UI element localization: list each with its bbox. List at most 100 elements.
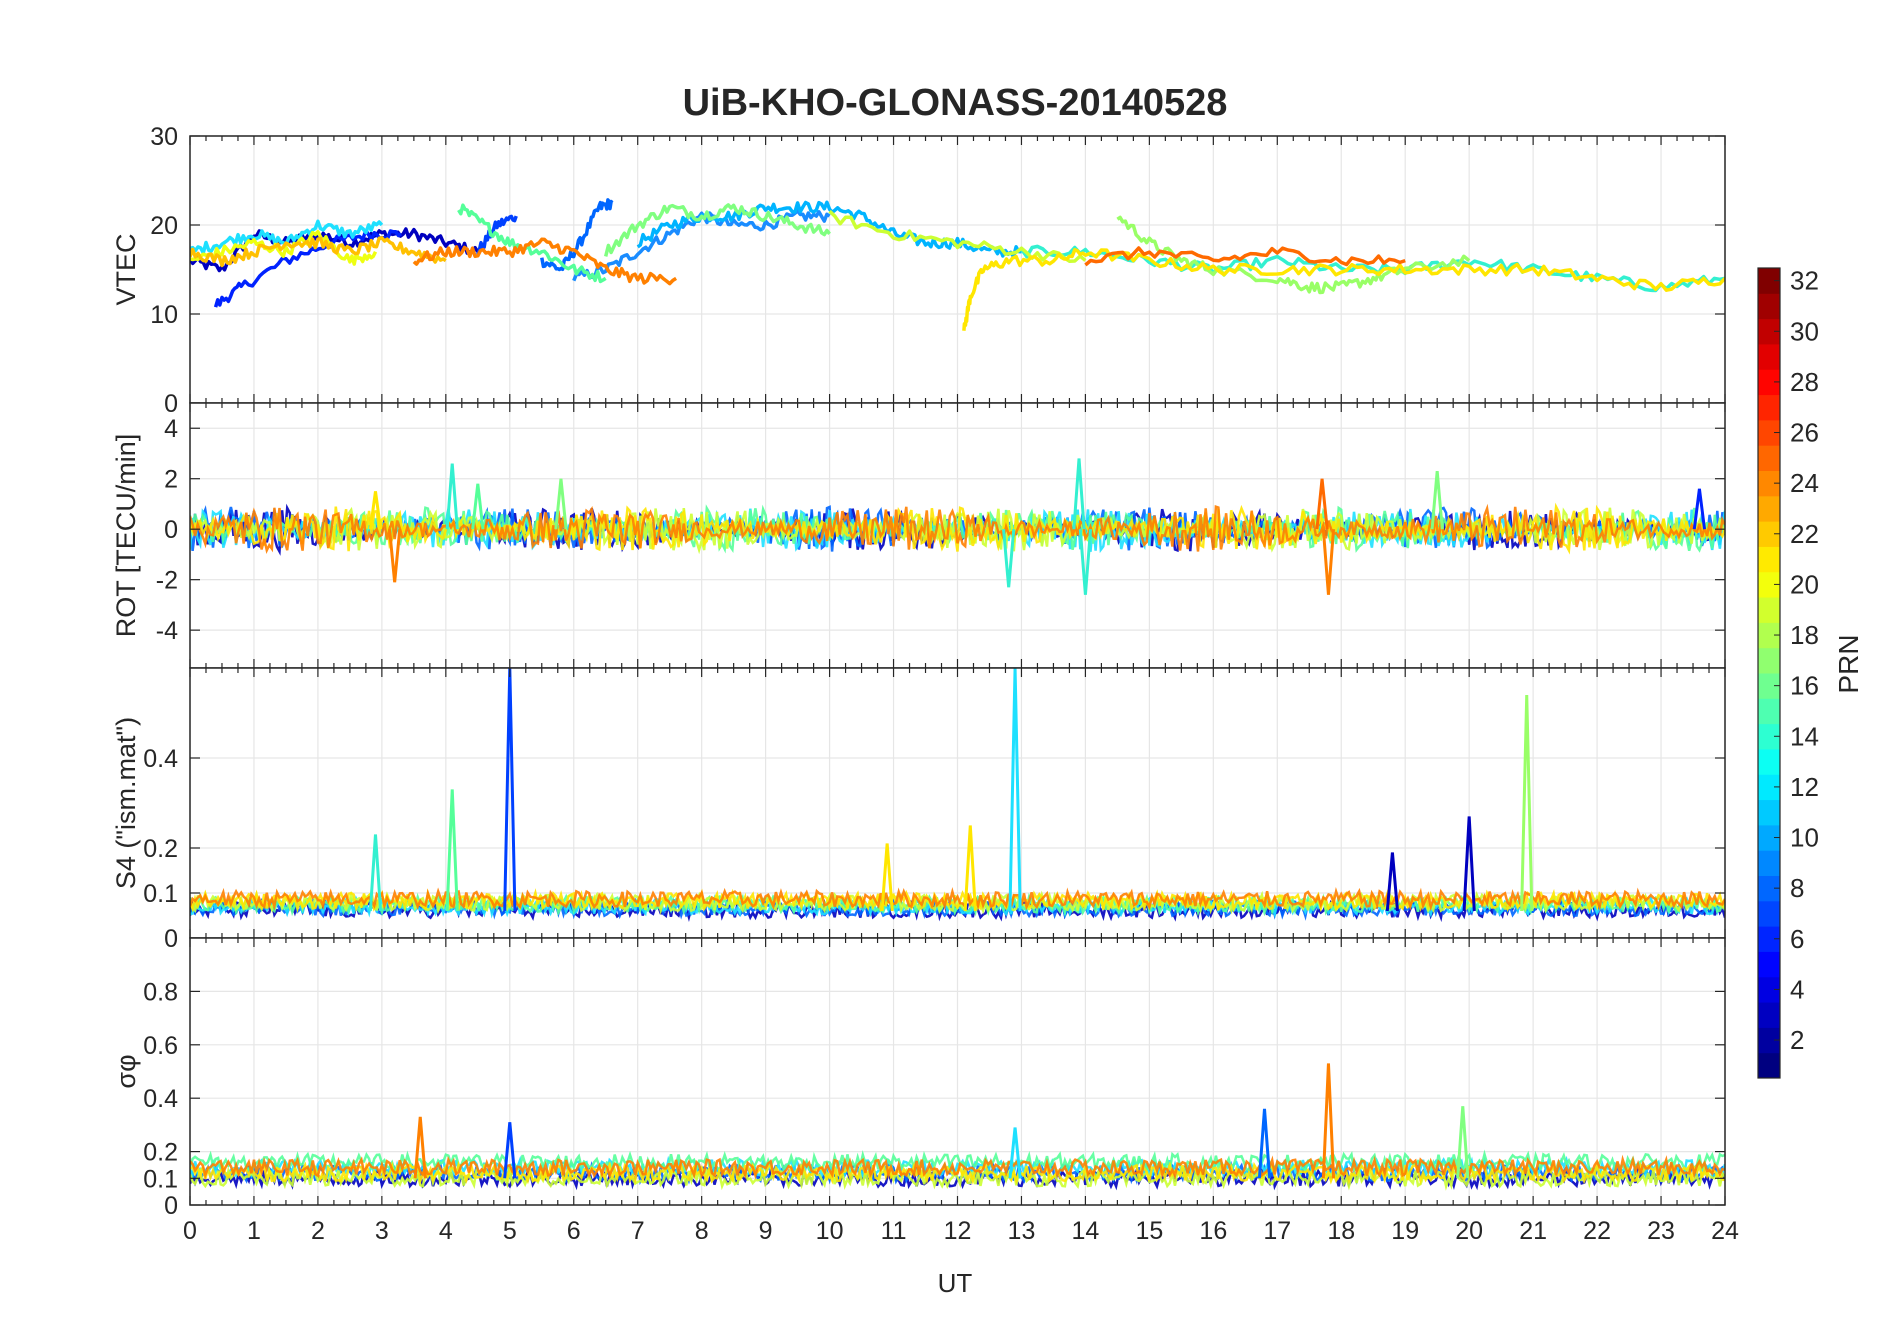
spike-mark bbox=[388, 529, 402, 583]
x-tick-label: 10 bbox=[816, 1217, 844, 1245]
colorbar-bin bbox=[1758, 875, 1780, 902]
y-axis-label: S4 ("ism.mat") bbox=[111, 717, 141, 889]
colorbar-bin bbox=[1758, 926, 1780, 952]
y-tick-label: 0.4 bbox=[143, 745, 178, 773]
x-axis-label: UT bbox=[938, 1268, 973, 1298]
panel-0: 0 10 20 30 VTEC bbox=[111, 123, 1726, 418]
y-tick-label: 20 bbox=[150, 212, 178, 240]
x-tick-label: 24 bbox=[1711, 1217, 1739, 1245]
spike-mark bbox=[1520, 694, 1534, 912]
colorbar-bin bbox=[1758, 900, 1780, 927]
colorbar-tick-label: 10 bbox=[1790, 823, 1819, 853]
spike-mark bbox=[1321, 1063, 1336, 1179]
series-line-prn-19 bbox=[828, 209, 1087, 263]
y-tick-label: 4 bbox=[164, 415, 178, 443]
y-tick-label: 0.4 bbox=[143, 1085, 178, 1113]
x-tick-label: 11 bbox=[881, 1217, 907, 1245]
plot-area bbox=[190, 198, 1725, 331]
plot-area bbox=[190, 1063, 1725, 1191]
colorbar-bin bbox=[1758, 419, 1780, 446]
noise-trace bbox=[190, 506, 1725, 555]
figure-title: UiB-KHO-GLONASS-20140528 bbox=[683, 82, 1228, 124]
colorbar-bin bbox=[1758, 748, 1780, 775]
colorbar-tick-label: 18 bbox=[1790, 620, 1819, 650]
colorbar-tick-label: 28 bbox=[1790, 367, 1819, 397]
y-axis-label: VTEC bbox=[111, 233, 141, 305]
x-tick-label: 15 bbox=[1135, 1217, 1163, 1245]
noise-trace bbox=[190, 1154, 1725, 1180]
colorbar-bin bbox=[1758, 597, 1780, 623]
colorbar-bin bbox=[1758, 647, 1780, 674]
spike-mark bbox=[1072, 458, 1086, 530]
y-tick-label: 0.6 bbox=[143, 1032, 178, 1060]
spike-mark bbox=[471, 483, 485, 530]
spike-mark bbox=[503, 1122, 517, 1179]
y-tick-label: -4 bbox=[156, 617, 178, 645]
plot-area bbox=[190, 458, 1725, 595]
x-tick-label: 7 bbox=[631, 1217, 645, 1245]
x-tick-label: 9 bbox=[759, 1217, 773, 1245]
y-tick-label: 0.1 bbox=[143, 880, 178, 908]
colorbar-bin bbox=[1758, 1002, 1780, 1028]
series-line-prn-6 bbox=[540, 198, 614, 272]
spike-mark bbox=[503, 668, 517, 912]
panel-3: 00.10.2 0.4 0.6 0.8 σφ bbox=[111, 937, 1726, 1220]
spike-mark bbox=[1008, 1127, 1022, 1179]
spike-mark bbox=[1456, 1106, 1470, 1179]
spike-mark bbox=[368, 834, 383, 912]
y-tick-label: 0 bbox=[164, 1192, 178, 1220]
y-tick-label: 2 bbox=[164, 466, 178, 494]
colorbar-tick-label: 14 bbox=[1790, 721, 1819, 751]
series-line-prn-21 bbox=[962, 248, 1725, 331]
y-axis-label: ROT [TECU/min] bbox=[111, 434, 141, 638]
spike-mark bbox=[445, 789, 459, 912]
colorbar-tick-label: 20 bbox=[1790, 569, 1819, 599]
colorbar-bin bbox=[1758, 268, 1780, 294]
x-tick-label: 8 bbox=[695, 1217, 709, 1245]
noise-trace bbox=[190, 1149, 1725, 1175]
x-tick-label: 2 bbox=[311, 1217, 325, 1245]
spike-mark bbox=[1321, 529, 1336, 595]
spike-mark bbox=[413, 1116, 427, 1179]
x-tick-label: 4 bbox=[439, 1217, 453, 1245]
x-tick-label: 22 bbox=[1583, 1217, 1611, 1245]
colorbar-bin bbox=[1758, 495, 1780, 522]
y-tick-label: 0.1 bbox=[143, 1165, 178, 1193]
colorbar-bin bbox=[1758, 951, 1780, 978]
spike-mark bbox=[1430, 471, 1444, 530]
colorbar-bin bbox=[1758, 445, 1780, 471]
series-line-prn-24 bbox=[412, 237, 678, 286]
colorbar-bin bbox=[1758, 1052, 1780, 1079]
noise-trace bbox=[190, 504, 1725, 554]
colorbar-bin bbox=[1758, 824, 1780, 851]
colorbar-frame bbox=[1757, 267, 1781, 1079]
colorbar-bin bbox=[1758, 546, 1780, 573]
x-tick-label: 3 bbox=[375, 1217, 389, 1245]
x-tick-label: 21 bbox=[1519, 1217, 1547, 1245]
colorbar-tick-label: 32 bbox=[1790, 266, 1819, 296]
colorbar-bin bbox=[1758, 799, 1780, 826]
spike-mark bbox=[1692, 488, 1707, 530]
noise-trace bbox=[190, 895, 1725, 921]
spike-mark bbox=[1257, 1108, 1272, 1179]
y-tick-label: 0.2 bbox=[143, 835, 178, 863]
x-tick-label: 6 bbox=[567, 1217, 581, 1245]
x-tick-label: 1 bbox=[247, 1217, 261, 1245]
series-line-prn-23 bbox=[1084, 246, 1406, 267]
series-line-prn-4 bbox=[213, 228, 402, 308]
colorbar-bin bbox=[1758, 318, 1780, 345]
spike-mark bbox=[368, 491, 383, 530]
colorbar-bin bbox=[1758, 470, 1780, 497]
series-line-prn-17 bbox=[1116, 215, 1471, 295]
series-line-prn-20 bbox=[190, 229, 378, 266]
series-line-prn-8 bbox=[572, 209, 831, 282]
series-line-prn-16 bbox=[604, 203, 831, 257]
colorbar-tick-label: 6 bbox=[1790, 924, 1804, 954]
colorbar-tick-label: 30 bbox=[1790, 316, 1819, 346]
spike-mark bbox=[963, 825, 977, 912]
x-tick-label: 14 bbox=[1072, 1217, 1100, 1245]
spike-mark bbox=[554, 478, 568, 530]
plot-area bbox=[190, 668, 1725, 923]
